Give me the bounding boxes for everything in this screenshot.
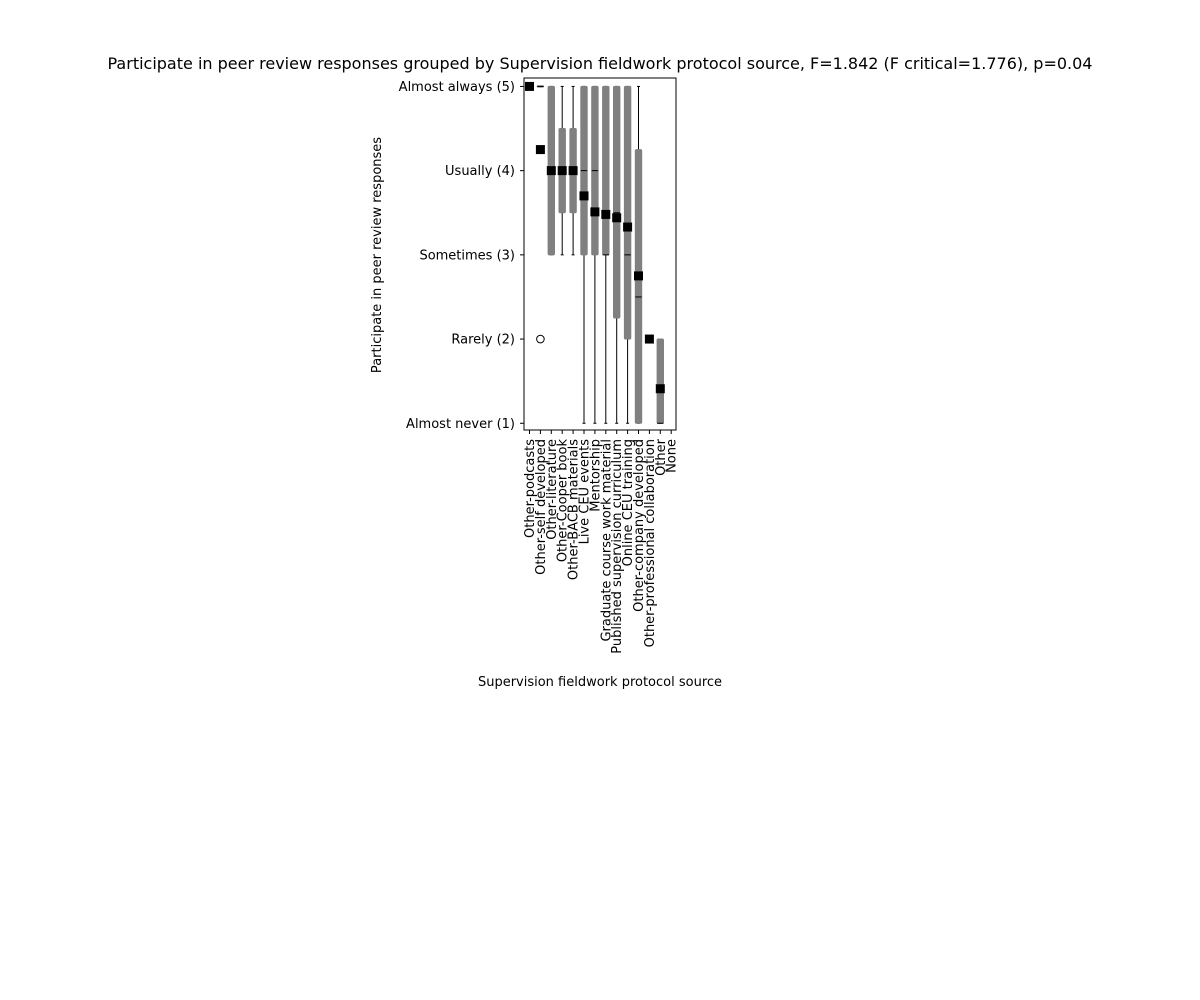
x-tick-label: Other-Cooper book <box>556 439 571 563</box>
x-tick-label: Graduate course work material <box>599 439 614 642</box>
plot-area: Almost always (5) Usually (4) Sometimes (3… <box>399 77 680 654</box>
mean-marker <box>525 81 534 91</box>
x-tick-label: Online CEU training <box>621 439 636 566</box>
mean-marker <box>634 271 643 281</box>
x-tick-label: None <box>665 439 680 473</box>
mean-marker <box>590 207 600 217</box>
outlier-point <box>536 334 545 344</box>
axes-frame <box>523 77 677 431</box>
mean-marker <box>579 191 589 201</box>
box <box>656 338 664 424</box>
y-axis-label: Participate in peer review responses <box>370 137 385 373</box>
x-tick-label: Other-company developed <box>632 439 647 612</box>
mean-marker <box>644 334 654 344</box>
mean-marker <box>568 166 578 176</box>
mean-marker <box>612 213 622 223</box>
mean-marker <box>601 209 611 219</box>
box <box>613 85 621 319</box>
x-tick-label: Mentorship <box>588 439 603 512</box>
x-tick-label: Other-BACB materials <box>567 439 582 580</box>
x-tick-label: Other-podcasts <box>523 439 538 538</box>
box <box>634 149 643 424</box>
x-tick-label: Other <box>654 438 669 476</box>
x-tick-label: Other-professional collaboration <box>643 439 658 647</box>
mean-marker <box>623 222 633 232</box>
box <box>602 85 610 256</box>
x-tick-label: Other-self developed <box>534 439 549 575</box>
x-tick-label: Published supervision curriculum <box>610 439 625 654</box>
y-tick-label: Usually (4) <box>445 164 515 179</box>
mean-marker <box>546 166 556 176</box>
chart-title: Participate in peer review responses gro… <box>108 54 1093 73</box>
x-tick-label: Live CEU events <box>578 439 593 545</box>
x-tick-label: Other-literature <box>545 439 560 540</box>
mean-marker <box>557 166 567 176</box>
x-axis-label: Supervision fieldwork protocol source <box>478 675 722 690</box>
mean-marker <box>535 145 545 155</box>
mean-marker <box>655 384 665 394</box>
box <box>623 85 632 340</box>
y-tick-label: Almost always (5) <box>399 80 515 95</box>
y-tick-label: Almost never (1) <box>406 417 515 432</box>
y-tick-label: Sometimes (3) <box>419 248 515 263</box>
y-tick-label: Rarely (2) <box>451 333 515 348</box>
